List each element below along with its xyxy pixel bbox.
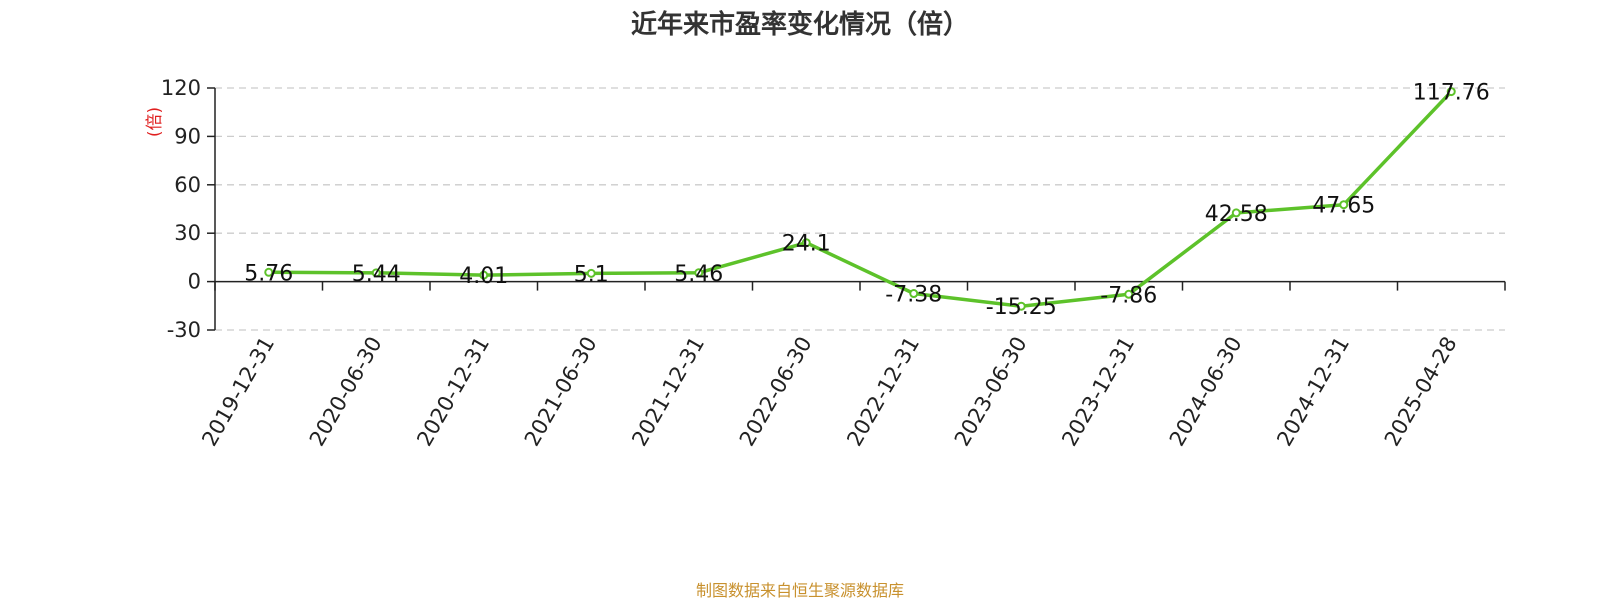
x-tick-label: 2025-04-28 [1380, 333, 1462, 451]
x-tick-label: 2023-12-31 [1057, 333, 1139, 451]
data-label: 5.76 [244, 261, 293, 286]
data-point [1231, 208, 1241, 218]
data-label: 47.65 [1312, 194, 1375, 219]
data-point [479, 270, 489, 280]
x-tick-label: 2024-06-30 [1165, 333, 1247, 451]
x-tick-label: 2023-06-30 [950, 333, 1032, 451]
y-tick-label: -30 [167, 318, 201, 342]
data-point [694, 268, 704, 278]
y-tick-label: 90 [174, 124, 201, 148]
data-label: 5.44 [352, 262, 401, 287]
x-tick-label: 2021-06-30 [520, 333, 602, 451]
x-tick-label: 2024-12-31 [1272, 333, 1354, 451]
x-tick-label: 2020-06-30 [305, 333, 387, 451]
data-label: 24.1 [782, 232, 831, 257]
source-note: 制图数据来自恒生聚源数据库 [695, 581, 904, 600]
data-point [264, 267, 274, 277]
data-point [586, 268, 596, 278]
data-label: 117.76 [1413, 81, 1490, 106]
y-tick-label: 30 [174, 221, 201, 245]
y-tick-label: 120 [161, 76, 201, 100]
y-axis-unit-label: (倍) [145, 107, 165, 137]
axes [207, 87, 1506, 331]
series-line-path [267, 89, 1453, 308]
data-label: 4.01 [459, 264, 508, 289]
x-tick-label: 2022-12-31 [842, 333, 924, 451]
x-tick-label: 2019-12-31 [197, 333, 279, 451]
x-tick-label: 2020-12-31 [412, 333, 494, 451]
chart-title: 近年来市盈率变化情况（倍） [630, 10, 969, 40]
data-label: -7.86 [1100, 283, 1157, 308]
data-labels: 5.76 5.44 4.01 5.1 5.46 24.1 -7.38 -15.25 -7.86 4… [244, 81, 1489, 321]
data-label: -15.25 [986, 295, 1057, 320]
data-point [909, 289, 919, 299]
series-line [264, 87, 1456, 311]
y-tick-labels: -30 0 30 60 90 120 [161, 76, 201, 342]
data-label: 42.58 [1205, 202, 1268, 227]
x-tick-label: 2021-12-31 [627, 333, 709, 451]
data-label: -7.38 [885, 283, 942, 308]
x-tick-label: 2022-06-30 [735, 333, 817, 451]
data-point [1016, 301, 1026, 311]
data-point [1124, 289, 1134, 299]
grid-lines [215, 87, 1505, 331]
data-point [371, 268, 381, 278]
data-label: 5.46 [674, 262, 723, 287]
data-point [1339, 200, 1349, 210]
y-tick-label: 0 [188, 270, 201, 294]
x-tick-labels: 2019-12-31 2020-06-30 2020-12-31 2021-06-30… [197, 333, 1461, 451]
data-label: 5.1 [574, 262, 609, 287]
data-point [801, 238, 811, 248]
y-tick-label: 60 [174, 173, 201, 197]
data-point [1446, 87, 1456, 97]
